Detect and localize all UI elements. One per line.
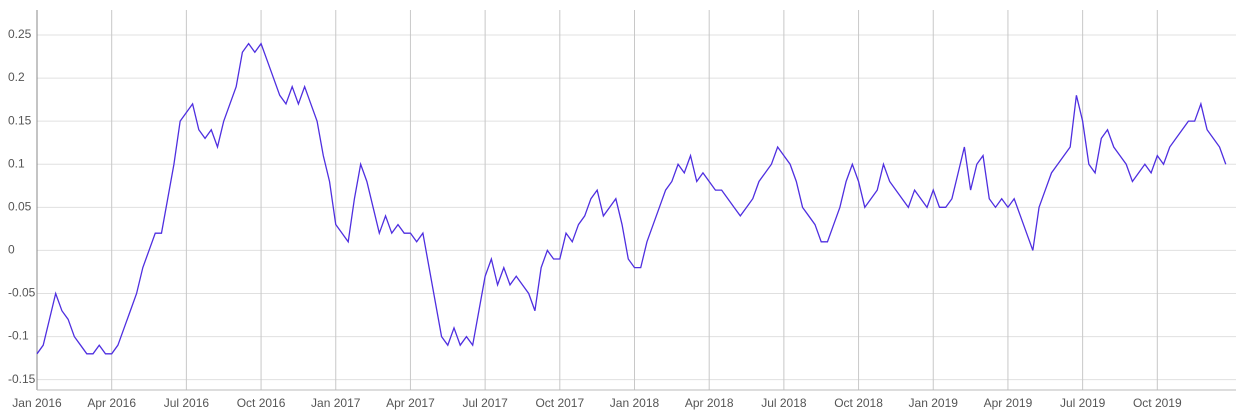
x-tick-label: Jul 2019 [1060, 396, 1106, 410]
x-tick-label: Jul 2017 [462, 396, 508, 410]
y-tick-label: 0.2 [8, 70, 25, 84]
x-tick-label: Jul 2016 [164, 396, 210, 410]
y-tick-label: 0.15 [8, 113, 32, 127]
x-tick-label: Oct 2019 [1133, 396, 1182, 410]
x-tick-label: Jan 2016 [12, 396, 62, 410]
x-tick-label: Oct 2018 [834, 396, 883, 410]
x-tick-label: Oct 2017 [535, 396, 584, 410]
x-tick-label: Jan 2019 [909, 396, 959, 410]
y-tick-label: 0 [8, 243, 15, 257]
y-tick-label: 0.05 [8, 199, 32, 213]
x-tick-label: Apr 2019 [984, 396, 1033, 410]
x-tick-label: Apr 2018 [685, 396, 734, 410]
x-tick-label: Apr 2017 [386, 396, 435, 410]
x-tick-label: Oct 2016 [237, 396, 286, 410]
x-tick-label: Jul 2018 [761, 396, 807, 410]
y-tick-label: -0.1 [8, 329, 29, 343]
x-tick-label: Apr 2016 [87, 396, 136, 410]
y-tick-label: 0.1 [8, 156, 25, 170]
x-tick-label: Jan 2017 [311, 396, 361, 410]
y-tick-label: -0.05 [8, 286, 36, 300]
y-tick-label: 0.25 [8, 27, 32, 41]
y-tick-label: -0.15 [8, 372, 36, 386]
x-tick-label: Jan 2018 [610, 396, 660, 410]
data-line [36, 42, 1227, 355]
